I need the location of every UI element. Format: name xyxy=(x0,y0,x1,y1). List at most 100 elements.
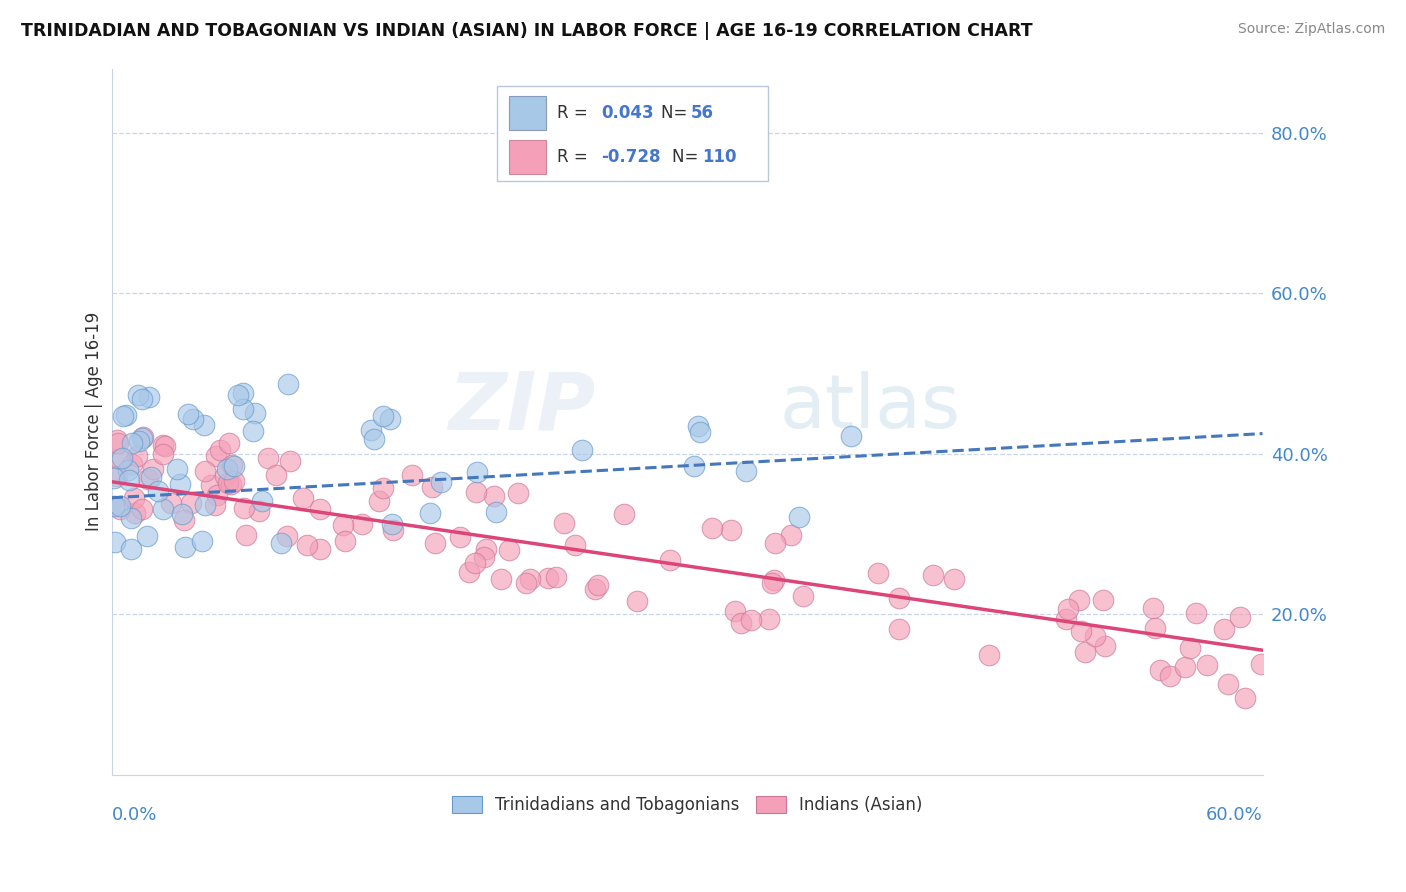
Point xyxy=(515,575,537,590)
Point xyxy=(152,447,174,461)
Point xyxy=(553,516,575,531)
Point xyxy=(214,469,236,483)
Point xyxy=(763,573,786,587)
Text: R =: R = xyxy=(557,104,593,122)
Text: 110: 110 xyxy=(702,148,737,166)
Point xyxy=(839,429,862,443)
Point xyxy=(335,534,357,549)
Point xyxy=(194,464,217,478)
Text: R =: R = xyxy=(557,148,593,166)
Point xyxy=(613,507,636,521)
Point xyxy=(508,486,530,500)
Point xyxy=(761,576,783,591)
FancyBboxPatch shape xyxy=(498,87,768,181)
Point xyxy=(110,451,132,466)
Point xyxy=(121,436,143,450)
Point xyxy=(278,454,301,468)
Point xyxy=(264,467,287,482)
Point xyxy=(1091,593,1114,607)
Point xyxy=(222,458,245,473)
Point xyxy=(373,482,395,496)
Point xyxy=(200,478,222,492)
FancyBboxPatch shape xyxy=(509,96,546,130)
Point xyxy=(977,648,1000,663)
Point xyxy=(105,468,128,483)
Point xyxy=(173,540,195,554)
Point xyxy=(218,435,240,450)
Point xyxy=(571,443,593,458)
Text: -0.728: -0.728 xyxy=(600,148,661,166)
Point xyxy=(276,529,298,543)
Point xyxy=(252,494,274,508)
Point xyxy=(1234,690,1257,705)
Point xyxy=(120,541,142,556)
Point xyxy=(419,506,441,520)
Point xyxy=(380,516,402,531)
Point xyxy=(103,535,125,549)
Point xyxy=(546,569,568,583)
Point xyxy=(626,593,648,607)
Point xyxy=(1250,657,1272,672)
Point xyxy=(111,409,134,424)
Point xyxy=(1144,622,1167,636)
Point xyxy=(105,433,128,447)
Point xyxy=(221,458,243,473)
Point xyxy=(401,467,423,482)
Point xyxy=(132,430,155,444)
Point xyxy=(1074,645,1097,659)
Point xyxy=(169,477,191,491)
Point xyxy=(103,499,125,513)
Point xyxy=(243,406,266,420)
Point xyxy=(131,501,153,516)
Point xyxy=(1054,612,1077,626)
Point xyxy=(204,498,226,512)
Point xyxy=(583,582,606,596)
Point xyxy=(458,565,481,579)
Point xyxy=(191,533,214,548)
Point xyxy=(464,556,486,570)
Point xyxy=(153,439,176,453)
Point xyxy=(122,491,145,506)
Point xyxy=(887,622,910,636)
Point xyxy=(232,401,254,416)
Point xyxy=(472,549,495,564)
Legend: Trinidadians and Tobagonians, Indians (Asian): Trinidadians and Tobagonians, Indians (A… xyxy=(447,791,928,819)
Point xyxy=(730,615,752,630)
Point xyxy=(723,604,745,618)
Point xyxy=(222,474,245,488)
Point xyxy=(465,465,488,479)
Point xyxy=(485,505,508,519)
Point xyxy=(1180,640,1202,655)
Point xyxy=(686,418,709,433)
Point xyxy=(1185,607,1208,621)
Point xyxy=(464,485,486,500)
Text: 60.0%: 60.0% xyxy=(1206,806,1263,824)
Point xyxy=(889,591,911,605)
Point xyxy=(124,506,146,520)
Point xyxy=(180,496,202,510)
Point xyxy=(117,462,139,476)
Point xyxy=(219,477,242,491)
Text: 56: 56 xyxy=(690,104,713,122)
Point xyxy=(1174,660,1197,674)
Point xyxy=(1070,624,1092,639)
Point xyxy=(363,432,385,446)
Point xyxy=(430,475,453,490)
Point xyxy=(127,388,149,402)
Point xyxy=(740,613,762,627)
Point xyxy=(360,423,382,437)
Point xyxy=(142,462,165,476)
Text: N=: N= xyxy=(661,104,692,122)
Point xyxy=(367,493,389,508)
Point xyxy=(146,483,169,498)
Point xyxy=(1069,593,1091,607)
Point xyxy=(1229,609,1251,624)
Point xyxy=(564,538,586,552)
Text: atlas: atlas xyxy=(779,371,960,444)
Point xyxy=(125,449,148,463)
Point xyxy=(194,498,217,512)
Point xyxy=(115,408,138,422)
Point xyxy=(449,530,471,544)
Point xyxy=(1142,601,1164,615)
Point xyxy=(425,536,447,550)
